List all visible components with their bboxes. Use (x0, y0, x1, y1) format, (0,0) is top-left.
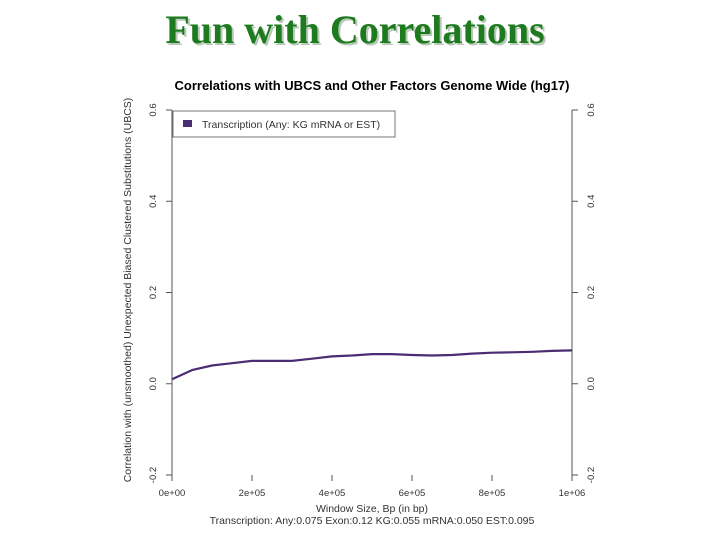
y-tick-label-right-1: 0.0 (586, 377, 597, 390)
x-axis-label: Window Size, Bp (in bp) (316, 503, 428, 515)
x-tick-label-2: 4e+05 (319, 488, 346, 499)
slide-title: Fun with Correlations (165, 7, 545, 52)
y-tick-label-left-1: 0.0 (148, 377, 159, 390)
x-tick-label-5: 1e+06 (559, 488, 586, 499)
y-tick-label-left-4: 0.6 (148, 103, 159, 116)
legend-label: Transcription (Any: KG mRNA or EST) (202, 119, 380, 131)
y-tick-label-right-4: 0.6 (586, 103, 597, 116)
legend-swatch (183, 120, 192, 127)
y-tick-label-right-3: 0.4 (586, 195, 597, 208)
legend-box (172, 110, 396, 138)
x-tick-label-3: 6e+05 (399, 488, 426, 499)
chart-title: Correlations with UBCS and Other Factors… (175, 78, 570, 93)
chart-footnote: Transcription: Any:0.075 Exon:0.12 KG:0.… (210, 515, 535, 527)
y-tick-label-right-0: -0.2 (586, 467, 597, 483)
y-tick-label-right-2: 0.2 (586, 286, 597, 299)
series-line-0 (171, 349, 573, 381)
y-tick-label-left-3: 0.4 (148, 195, 159, 208)
y-tick-label-left-0: -0.2 (148, 467, 159, 483)
y-tick-label-left-2: 0.2 (148, 286, 159, 299)
x-tick-label-1: 2e+05 (239, 488, 266, 499)
y-axis-label: Correlation with (unsmoothed) Unexpected… (122, 98, 134, 483)
x-tick-label-4: 8e+05 (479, 488, 506, 499)
x-tick-label-0: 0e+00 (159, 488, 186, 499)
plot-area: -0.2 -0.2 0.0 0.0 0.2 0.2 0.4 0.4 0.6 0.6 0e+00 2e+… (148, 103, 597, 499)
